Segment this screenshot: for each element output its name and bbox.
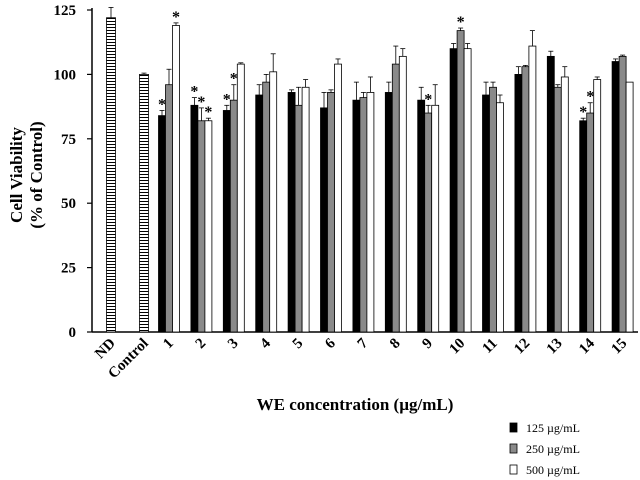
- bar-500: [236, 63, 245, 333]
- x-axis-title: WE concentration (µg/mL): [257, 395, 454, 414]
- x-category-label: 2: [193, 336, 210, 353]
- legend-swatch: [509, 443, 518, 454]
- bar-250: [586, 112, 595, 333]
- bar-500: [301, 86, 310, 333]
- x-category-label: 4: [257, 335, 274, 352]
- bar-125: [352, 99, 361, 333]
- bar-250: [456, 30, 465, 333]
- bar-500: [172, 25, 180, 333]
- bar-250: [424, 112, 433, 333]
- y-axis-title-line2: (% of Control): [27, 121, 46, 228]
- significance-star: *: [457, 14, 465, 31]
- y-tick-label: 75: [61, 132, 76, 148]
- bar-125: [287, 92, 296, 333]
- bar-250: [197, 120, 206, 333]
- bar-125: [417, 99, 426, 333]
- y-tick-label: 125: [54, 3, 77, 19]
- legend-label: 250 µg/mL: [526, 442, 580, 456]
- bar-125: [579, 120, 588, 333]
- bar-250: [521, 66, 530, 333]
- legend-swatch: [509, 422, 518, 433]
- bar-250: [553, 86, 562, 333]
- bar-500: [269, 71, 278, 333]
- x-category-label: 8: [387, 336, 404, 353]
- bar-500: [496, 102, 504, 333]
- significance-star: *: [424, 91, 432, 108]
- x-category-label: 5: [290, 336, 307, 353]
- x-category-label: 11: [479, 336, 500, 357]
- bar-250: [229, 99, 238, 333]
- significance-star: *: [579, 104, 587, 121]
- y-tick-label: 100: [54, 67, 77, 83]
- x-category-label: 3: [225, 336, 242, 353]
- significance-star: *: [158, 96, 166, 113]
- bar-500: [528, 45, 537, 333]
- legend-label: 500 µg/mL: [526, 463, 580, 477]
- bar-500: [593, 79, 602, 333]
- legend-swatch: [509, 464, 518, 475]
- axes: 0 25 50 75 100 125: [54, 3, 638, 341]
- bar-125: [611, 61, 620, 333]
- x-category-label: ND: [92, 335, 119, 362]
- bar-125: [158, 115, 166, 333]
- bar-500: [334, 63, 342, 333]
- bar-500: [431, 104, 440, 333]
- x-category-label: 10: [447, 336, 469, 358]
- bar-500: [204, 120, 213, 333]
- bar-250: [489, 86, 497, 333]
- bar-500: [463, 48, 472, 333]
- bar-250: [294, 104, 303, 333]
- bar-125: [255, 94, 264, 333]
- x-category-label: 6: [322, 335, 339, 352]
- bar-250: [618, 55, 627, 333]
- significance-star: *: [204, 104, 212, 121]
- x-category-label: 9: [419, 336, 436, 353]
- x-category-label: 12: [511, 336, 533, 358]
- legend: 125 µg/mL 250 µg/mL 500 µg/mL: [509, 421, 580, 477]
- bar-125: [222, 110, 231, 333]
- bar-250: [327, 92, 335, 333]
- x-category-label: 7: [355, 335, 372, 352]
- bar-250: [262, 81, 271, 333]
- bar-250: [359, 97, 368, 333]
- significance-star: *: [230, 71, 238, 88]
- bar-125: [384, 92, 393, 333]
- x-category-label: 14: [576, 335, 598, 357]
- bar-125: [482, 94, 490, 333]
- x-category-label: 15: [609, 336, 631, 358]
- bar-250: [391, 63, 400, 333]
- significance-star: *: [223, 91, 231, 108]
- bar-125: [514, 74, 523, 333]
- significance-star: *: [197, 94, 205, 111]
- significance-star: *: [172, 9, 180, 26]
- bar-125: [320, 107, 328, 333]
- y-axis-title-line1: Cell Viability: [7, 127, 26, 223]
- bar-500: [366, 92, 375, 333]
- bar-125: [190, 104, 199, 333]
- significance-star: *: [586, 89, 594, 106]
- reference-bar: [106, 17, 116, 333]
- y-tick-label: 25: [61, 261, 76, 277]
- x-category-label: 1: [160, 336, 177, 353]
- bar-125: [546, 55, 555, 333]
- bar-125: [449, 48, 458, 333]
- y-tick-label: 50: [61, 196, 76, 212]
- bar-250: [165, 84, 173, 333]
- reference-bar: [139, 74, 149, 333]
- bar-500: [398, 55, 407, 333]
- bar-500: [560, 76, 569, 333]
- legend-label: 125 µg/mL: [526, 421, 580, 435]
- significance-star: *: [190, 84, 198, 101]
- y-tick-label: 0: [69, 325, 77, 341]
- bar-500: [625, 81, 634, 333]
- x-category-label: 13: [544, 336, 566, 358]
